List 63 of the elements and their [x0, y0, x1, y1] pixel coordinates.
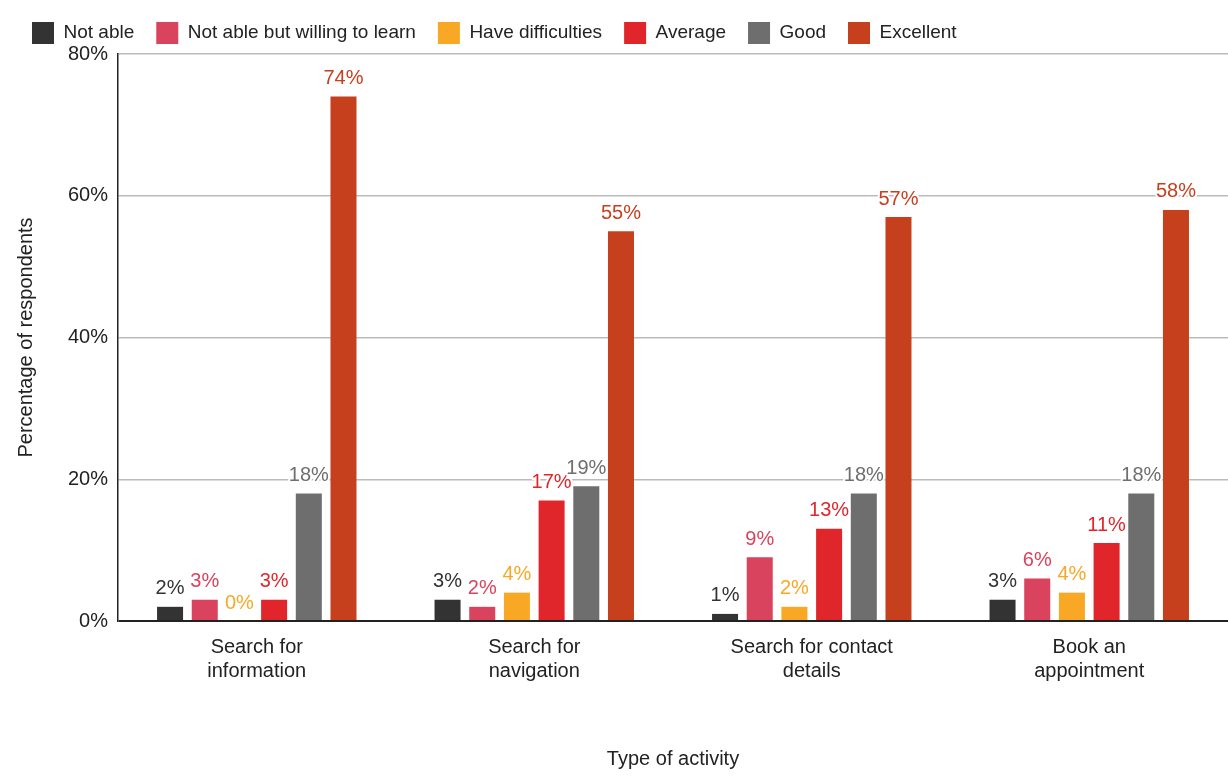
bar [295, 493, 322, 620]
bar [1162, 209, 1189, 620]
legend-label: Excellent [879, 21, 958, 43]
data-label: 1% [710, 583, 740, 606]
data-label: 3% [190, 569, 220, 592]
bar [157, 606, 184, 620]
x-axis-title: Type of activity [606, 746, 740, 769]
y-tick-label: 80% [68, 41, 109, 64]
bar [607, 231, 634, 620]
data-label: 9% [745, 526, 775, 549]
legend-label: Average [655, 21, 727, 43]
data-label: 18% [288, 462, 330, 485]
y-tick-label: 0% [79, 608, 109, 631]
data-label: 0% [224, 590, 255, 613]
data-label: 4% [1057, 562, 1087, 585]
y-axis-title: Percentage of respondents [13, 217, 36, 458]
legend-label: Have difficulties [469, 21, 603, 43]
legend-label: Good [779, 21, 827, 43]
legend-label: Not able [63, 21, 135, 43]
bar [191, 599, 218, 620]
bar [781, 606, 808, 620]
bar [503, 592, 530, 620]
y-tick-label: 20% [68, 466, 109, 489]
bar [330, 96, 357, 620]
data-label: 3% [988, 569, 1018, 592]
bar [712, 613, 739, 620]
data-label: 11% [1087, 512, 1127, 535]
x-tick-label: Search for navigation [488, 634, 581, 681]
data-label: 6% [1022, 547, 1052, 570]
bar [885, 217, 912, 620]
bar [850, 493, 877, 620]
x-tick-label: Search for contact details [730, 634, 894, 681]
bar [1128, 493, 1155, 620]
x-tick-label: Book an appointment [1034, 634, 1145, 681]
data-label: 57% [878, 186, 919, 209]
x-tick-label: Search for information [207, 634, 307, 681]
bar [1093, 543, 1120, 620]
bar [538, 500, 565, 620]
data-label: 18% [1121, 462, 1162, 485]
bar [1024, 578, 1051, 620]
data-label: 55% [600, 200, 642, 223]
bar [746, 557, 773, 620]
bar [434, 599, 461, 620]
bar [1058, 592, 1085, 620]
y-tick-label: 60% [68, 183, 109, 206]
data-label: 3% [259, 569, 289, 592]
bar [989, 599, 1016, 620]
data-label: 4% [502, 562, 532, 585]
data-label: 13% [809, 498, 850, 521]
bar [816, 528, 843, 620]
data-label: 18% [843, 462, 885, 485]
y-tick-label: 40% [68, 325, 109, 348]
data-label: 2% [155, 576, 185, 599]
data-label: 2% [467, 576, 497, 599]
bar [261, 599, 288, 620]
data-label: 58% [1155, 179, 1197, 202]
data-label: 74% [323, 66, 364, 89]
bar [573, 486, 600, 620]
bar [469, 606, 496, 620]
legend-label: Not able but willing to learn [187, 21, 416, 43]
data-label: 19% [566, 455, 607, 478]
data-label: 2% [779, 576, 810, 599]
data-label: 3% [433, 569, 463, 592]
